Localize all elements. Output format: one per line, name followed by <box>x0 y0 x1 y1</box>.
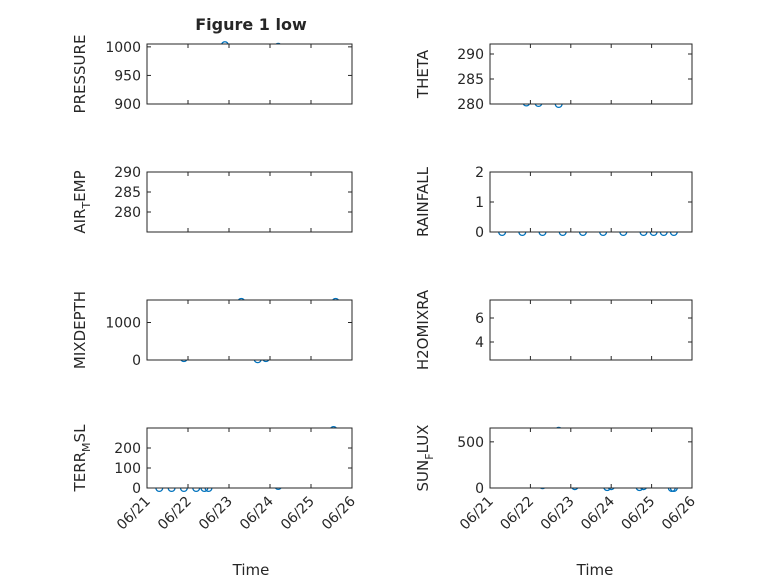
y-tick-label: 2 <box>475 165 484 181</box>
subplot-rainfall: 0 1 2 RAINFALL <box>414 165 693 241</box>
y-tick-label: 0 <box>132 353 141 369</box>
y-tick-label: 200 <box>114 441 141 457</box>
y-tick-label: 1000 <box>105 40 141 56</box>
y-axis-label: AIRTEMP <box>71 170 93 233</box>
y-tick-label: 0 <box>475 225 484 241</box>
y-axis-label: THETA <box>414 49 432 99</box>
axes-frame <box>146 427 353 489</box>
axes-frame <box>489 43 693 105</box>
y-axis-label: PRESSURE <box>71 35 89 114</box>
x-axis-label-left: Time <box>232 561 270 579</box>
subplot-mixdepth: 0 1000 MIXDEPTH <box>71 291 353 369</box>
y-tick-label: 4 <box>475 335 484 351</box>
subplot-h2omixra: 4 6 H2OMIXRA <box>414 289 693 370</box>
y-tick-label: 290 <box>114 165 141 181</box>
y-tick-label: 500 <box>457 435 484 451</box>
y-tick-label: 280 <box>457 97 484 113</box>
y-tick-label: 1 <box>475 195 484 211</box>
axes-frame <box>146 299 353 361</box>
y-axis-label: MIXDEPTH <box>71 291 89 369</box>
subplot-air-temp: 280 285 290 AIRTEMP <box>71 165 353 234</box>
y-tick-label: 280 <box>114 205 141 221</box>
y-axis-label: RAINFALL <box>414 166 432 237</box>
y-axis-label: TERRMSL <box>71 424 93 493</box>
y-tick-label: 900 <box>114 97 141 113</box>
axes-frame <box>489 299 693 361</box>
subplot-theta: 280 285 290 THETA <box>414 43 693 113</box>
axes-frame <box>146 43 353 105</box>
y-tick-label: 100 <box>114 461 141 477</box>
y-tick-label: 0 <box>132 481 141 497</box>
y-axis-label: H2OMIXRA <box>414 289 432 370</box>
y-axis-label: SUNFLUX <box>414 425 436 492</box>
y-tick-label: 0 <box>475 481 484 497</box>
subplot-pressure: 900 950 1000 PRESSURE <box>71 35 353 114</box>
x-axis-label-right: Time <box>576 561 614 579</box>
axes-frame <box>489 171 693 233</box>
y-tick-label: 290 <box>457 47 484 63</box>
axes-frame <box>489 427 693 489</box>
y-tick-label: 6 <box>475 311 484 327</box>
figure-title: Figure 1 low <box>195 15 307 34</box>
y-tick-label: 1000 <box>105 316 141 332</box>
y-tick-label: 285 <box>457 72 484 88</box>
y-tick-label: 950 <box>114 68 141 84</box>
axes-frame <box>146 171 353 233</box>
y-tick-label: 285 <box>114 185 141 201</box>
